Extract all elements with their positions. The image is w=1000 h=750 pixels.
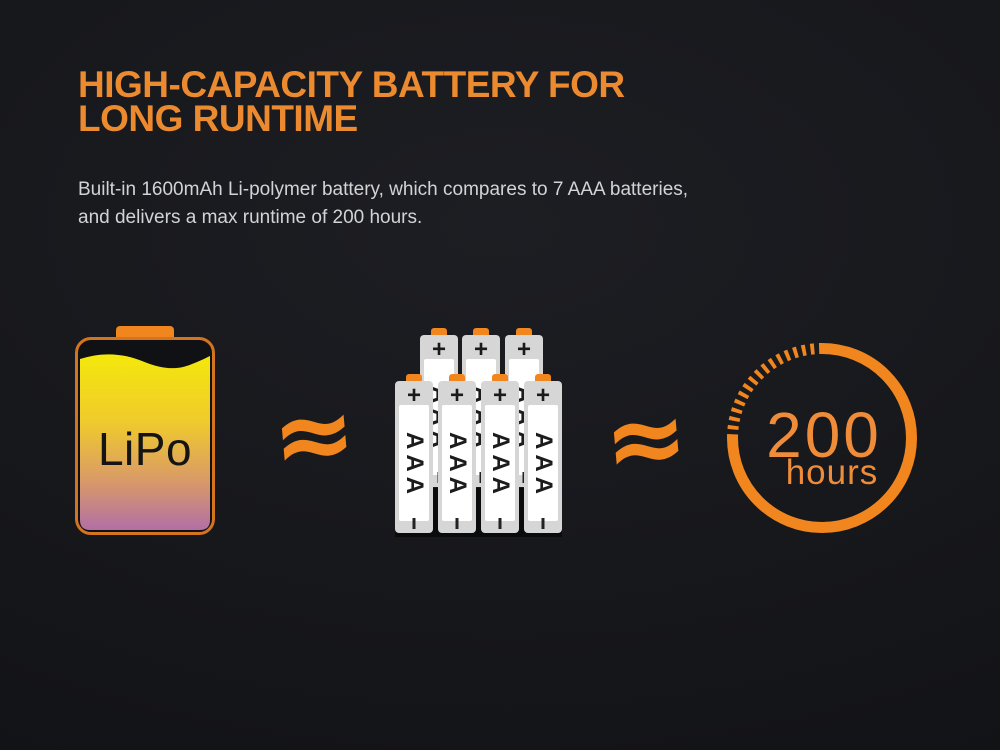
lipo-battery-illustration: LiPo bbox=[75, 326, 215, 535]
runtime-ring-graphic: 200 hours bbox=[727, 343, 917, 533]
plus-terminal-label: + bbox=[406, 382, 421, 409]
approx-equals-icon: ≈ bbox=[599, 376, 693, 501]
battery-cap bbox=[431, 328, 447, 338]
aaa-label: AAA bbox=[444, 432, 471, 499]
minus-terminal-mark bbox=[412, 518, 416, 529]
page-title: HIGH-CAPACITY BATTERY FOR LONG RUNTIME bbox=[78, 64, 625, 139]
aaa-battery: + AAA bbox=[438, 374, 476, 533]
battery-label: AAA bbox=[399, 405, 429, 521]
title-line-1: HIGH-CAPACITY BATTERY FOR bbox=[78, 64, 625, 105]
battery-label: AAA bbox=[528, 405, 558, 521]
lipo-gradient-fill bbox=[80, 354, 210, 530]
ring-tick-arc bbox=[727, 343, 823, 439]
battery-body: + AAA bbox=[395, 381, 433, 533]
battery-cap bbox=[492, 374, 508, 384]
lipo-battery-body: LiPo bbox=[75, 337, 215, 535]
runtime-ring: 200 hours bbox=[722, 338, 922, 538]
aaa-label: AAA bbox=[530, 432, 557, 499]
battery-cap bbox=[406, 374, 422, 384]
description-line-2: and delivers a max runtime of 200 hours. bbox=[78, 206, 423, 228]
aaa-battery-group: + AAA + AAA + AAA bbox=[393, 326, 563, 538]
battery-body: + AAA bbox=[524, 381, 562, 533]
aaa-battery: + AAA bbox=[524, 374, 562, 533]
aaa-battery: + AAA bbox=[395, 374, 433, 533]
aaa-label: AAA bbox=[401, 432, 428, 499]
battery-label: AAA bbox=[442, 405, 472, 521]
title-line-2: LONG RUNTIME bbox=[78, 98, 358, 139]
ring-solid-arc bbox=[727, 343, 917, 533]
minus-terminal-mark bbox=[498, 518, 502, 529]
battery-cap bbox=[449, 374, 465, 384]
lipo-label: LiPo bbox=[97, 423, 193, 475]
battery-cap bbox=[473, 328, 489, 338]
battery-body: + AAA bbox=[438, 381, 476, 533]
aaa-label: AAA bbox=[487, 432, 514, 499]
plus-terminal-label: + bbox=[431, 336, 446, 363]
description-line-1: Built-in 1600mAh Li-polymer battery, whi… bbox=[78, 179, 689, 200]
plus-terminal-label: + bbox=[449, 382, 464, 409]
battery-body: + AAA bbox=[481, 381, 519, 533]
battery-cap bbox=[516, 328, 532, 338]
minus-terminal-mark bbox=[541, 518, 545, 529]
plus-terminal-label: + bbox=[492, 382, 507, 409]
aaa-battery: + AAA bbox=[481, 374, 519, 533]
battery-cap bbox=[535, 374, 551, 384]
approx-equals-icon: ≈ bbox=[267, 372, 361, 497]
runtime-value: 200 bbox=[766, 399, 882, 471]
plus-terminal-label: + bbox=[516, 336, 531, 363]
plus-terminal-label: + bbox=[535, 382, 550, 409]
battery-label: AAA bbox=[485, 405, 515, 521]
plus-terminal-label: + bbox=[473, 336, 488, 363]
description: Built-in 1600mAh Li-polymer battery, whi… bbox=[78, 176, 688, 231]
minus-terminal-mark bbox=[455, 518, 459, 529]
runtime-unit: hours bbox=[786, 453, 879, 492]
